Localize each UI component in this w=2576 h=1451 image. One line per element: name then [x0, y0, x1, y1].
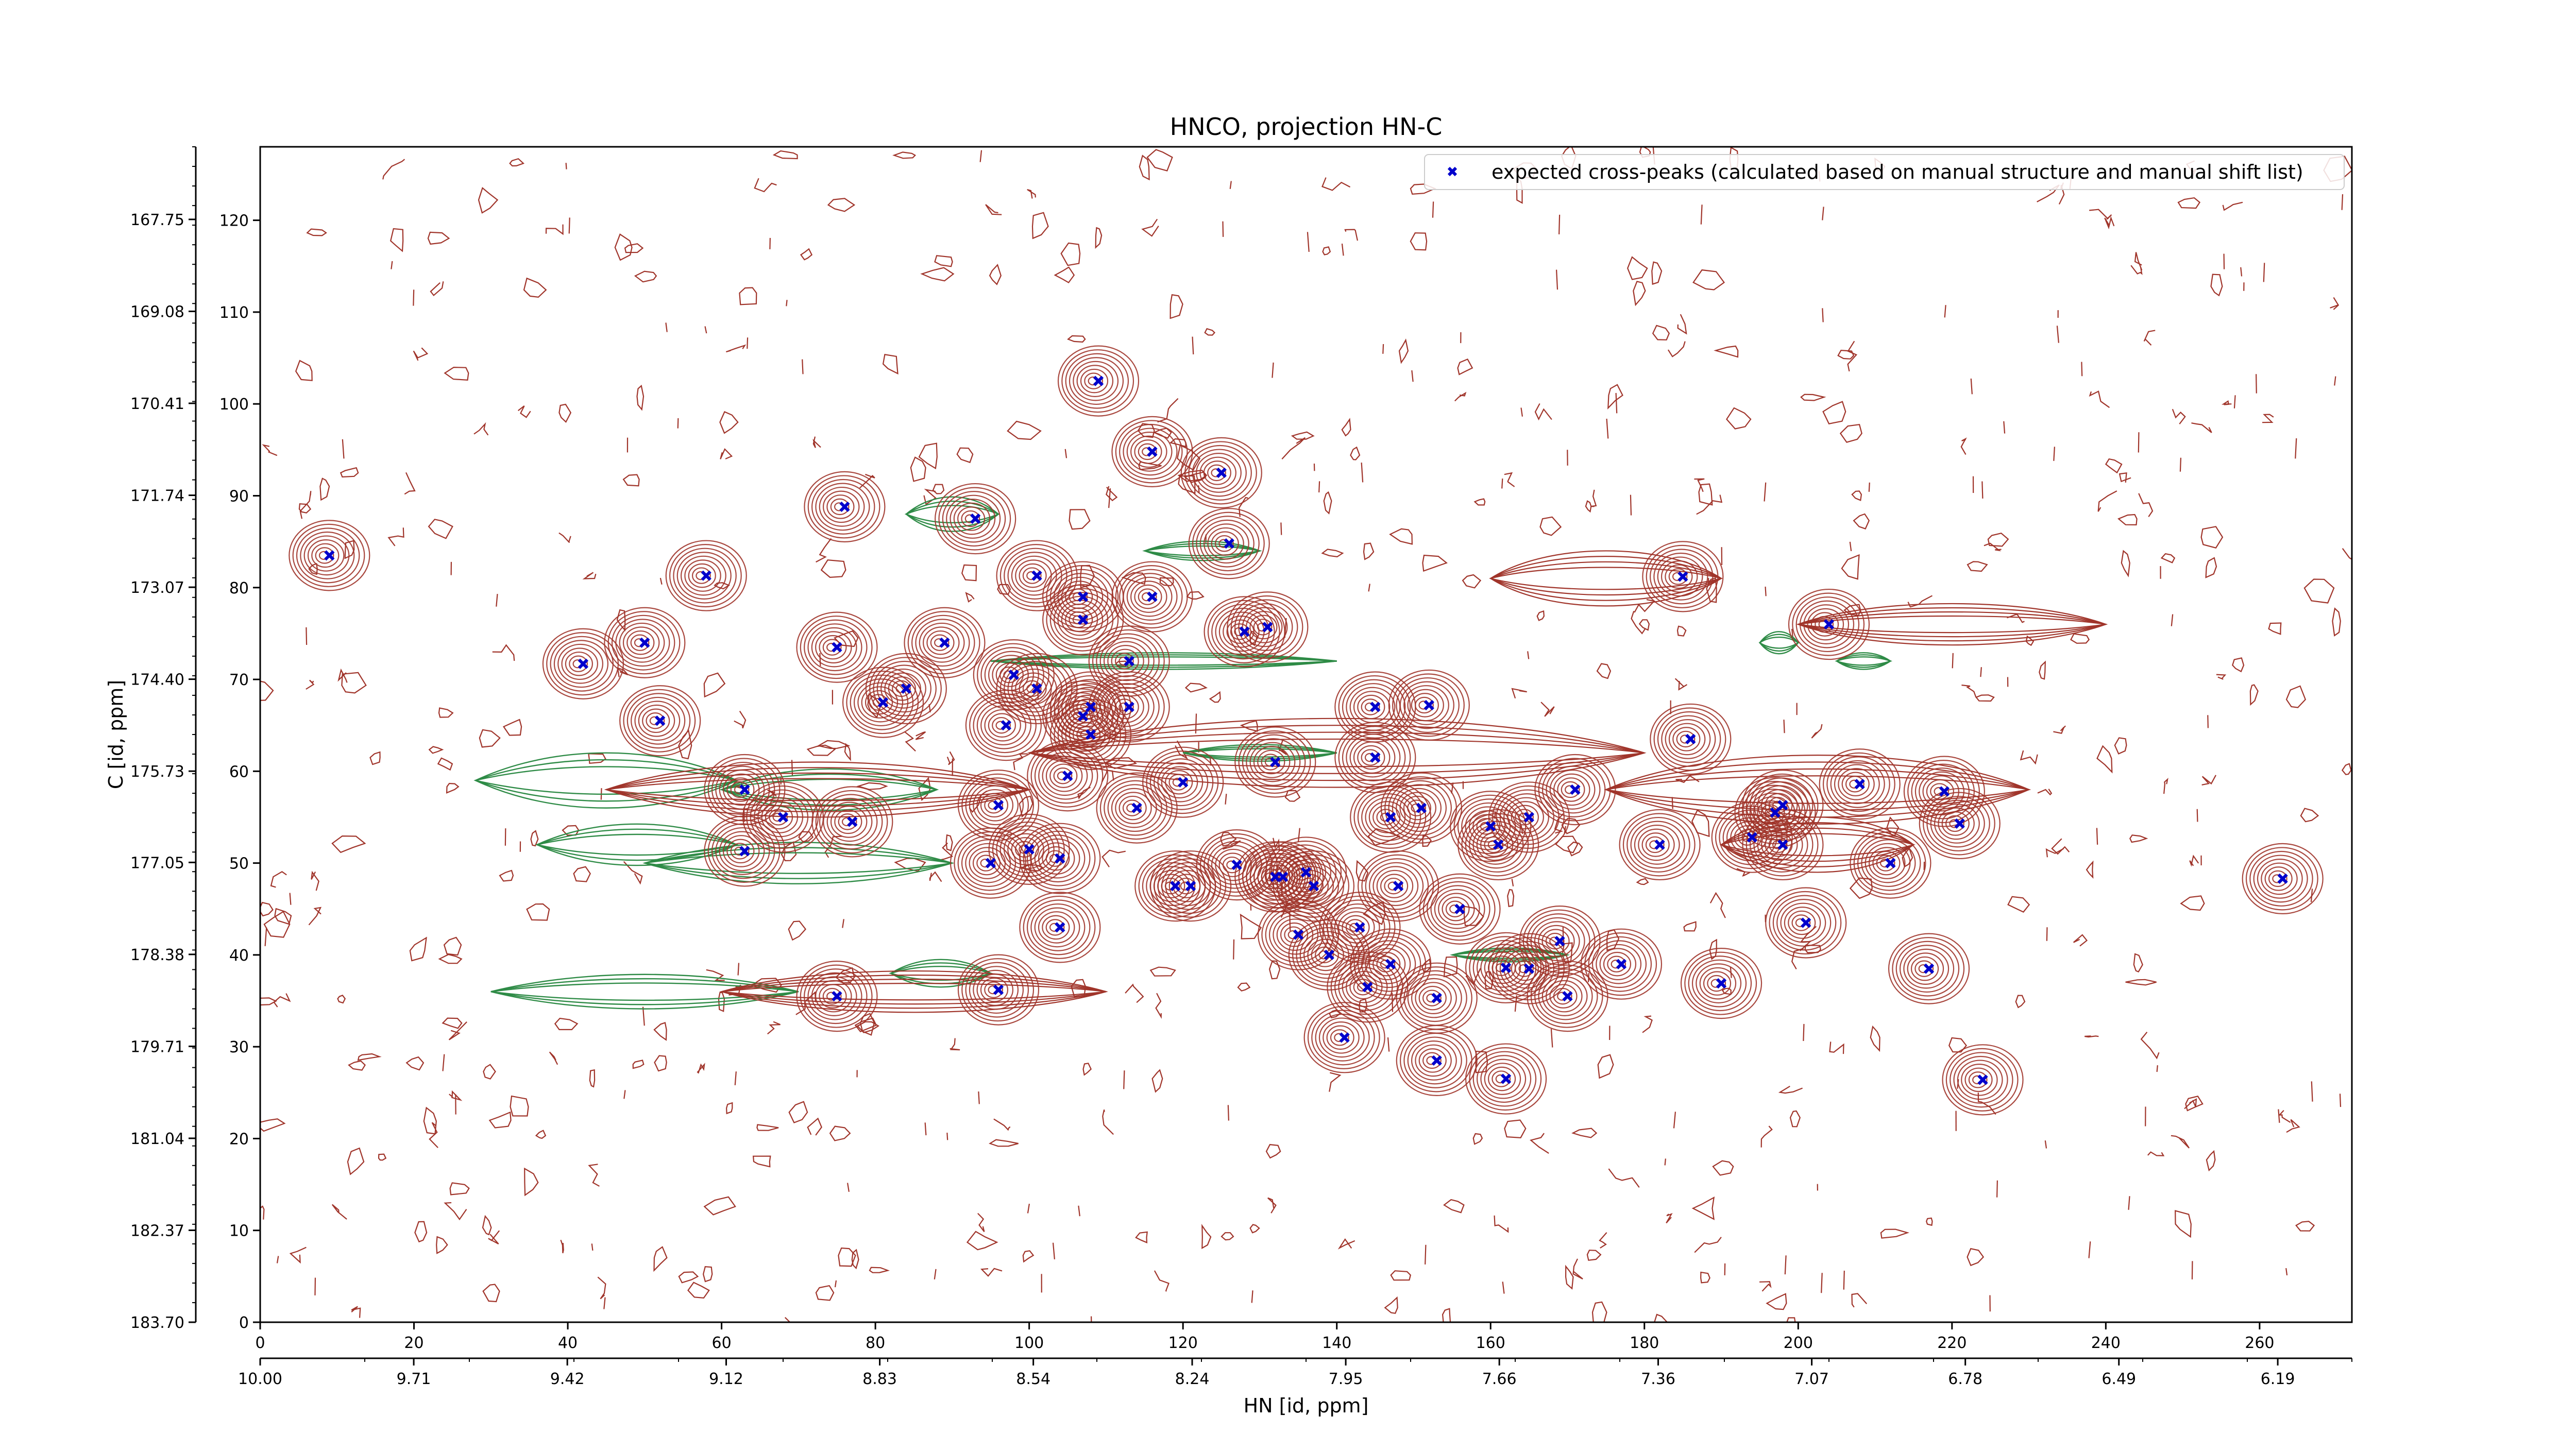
x-index-tick-label: 140: [1322, 1334, 1351, 1352]
y-ppm-tick-label: 169.08: [130, 303, 184, 321]
x-index-tick-label: 100: [1014, 1334, 1044, 1352]
y-index-tick-label: 10: [229, 1222, 249, 1240]
noise-contour: [2157, 1065, 2158, 1072]
y-ppm-tick-label: 170.41: [130, 395, 184, 413]
x-ppm-tick-label: 6.19: [2261, 1370, 2295, 1388]
noise-contour: [2180, 458, 2181, 472]
noise-contour: [2054, 447, 2055, 461]
x-index-tick-label: 20: [404, 1334, 423, 1352]
y-index-tick-label: 0: [239, 1314, 249, 1332]
noise-contour: [2081, 362, 2082, 377]
y-index-tick-label: 60: [229, 763, 249, 781]
x-index-tick-label: 220: [1937, 1334, 1967, 1352]
x-ppm-tick-label: 8.54: [1016, 1370, 1050, 1388]
noise-contour: [413, 289, 414, 305]
y-index-tick-label: 120: [219, 212, 249, 230]
y-ppm-tick-label: 175.73: [130, 763, 184, 781]
legend: expected cross-peaks (calculated based o…: [1425, 155, 2344, 190]
noise-contour: [569, 217, 570, 233]
noise-contour: [1821, 1273, 1822, 1293]
noise-contour: [1822, 308, 1823, 322]
x-ppm-tick-label: 6.78: [1948, 1370, 1982, 1388]
x-ppm-tick-label: 10.00: [238, 1370, 282, 1388]
x-index-tick-label: 0: [255, 1334, 265, 1352]
noise-contour: [786, 300, 787, 306]
noise-contour: [1425, 1245, 1426, 1265]
noise-contour: [747, 337, 748, 349]
noise-contour: [1665, 1158, 1666, 1165]
y-index-tick-label: 30: [229, 1038, 249, 1056]
x-index-tick-label: 180: [1630, 1334, 1659, 1352]
noise-contour: [802, 360, 803, 374]
y-ppm-tick-label: 178.38: [130, 946, 184, 964]
x-index-tick-label: 200: [1784, 1334, 1813, 1352]
noise-contour: [1228, 1105, 1229, 1120]
y-ppm-tick-label: 174.40: [130, 671, 184, 689]
x-axis-title: HN [id, ppm]: [1244, 1394, 1369, 1417]
noise-contour: [2340, 1094, 2341, 1107]
noise-contour: [1784, 720, 1785, 733]
noise-contour: [1980, 667, 1981, 677]
noise-contour: [1616, 393, 1617, 413]
noise-contour: [2197, 809, 2198, 822]
x-index-tick-label: 160: [1476, 1334, 1505, 1352]
y-ppm-tick-label: 177.05: [130, 854, 184, 872]
noise-contour: [738, 963, 739, 975]
noise-contour: [1803, 1024, 1804, 1041]
x-ppm-tick-label: 7.66: [1482, 1370, 1517, 1388]
noise-contour: [566, 163, 567, 169]
y-ppm-tick-label: 182.37: [130, 1222, 184, 1240]
y-index-tick-label: 20: [229, 1130, 249, 1148]
x-ppm-tick-label: 7.95: [1329, 1370, 1363, 1388]
noise-contour: [2342, 194, 2343, 210]
x-ppm-tick-label: 9.42: [550, 1370, 585, 1388]
y-ppm-tick-label: 183.70: [130, 1314, 184, 1332]
y-ppm-tick-label: 173.07: [130, 579, 184, 597]
y-index-tick-label: 40: [229, 947, 249, 965]
y-index-tick-label: 70: [229, 671, 249, 689]
x-ppm-tick-label: 9.71: [397, 1370, 431, 1388]
y-index-tick-label: 80: [229, 579, 249, 598]
noise-contour: [1672, 797, 1673, 809]
noise-contour: [978, 1091, 979, 1104]
y-ppm-tick-label: 181.04: [130, 1130, 184, 1148]
noise-contour: [678, 418, 679, 429]
y-ppm-tick-label: 171.74: [130, 487, 184, 505]
x-index-tick-label: 120: [1168, 1334, 1198, 1352]
noise-contour: [1233, 940, 1234, 960]
y-index-tick-label: 50: [229, 855, 249, 873]
y-index-tick-label: 100: [219, 396, 249, 414]
x-ppm-tick-label: 7.36: [1641, 1370, 1675, 1388]
x-index-tick-label: 40: [558, 1334, 578, 1352]
x-index-tick-label: 240: [2091, 1334, 2121, 1352]
x-index-tick-label: 80: [866, 1334, 885, 1352]
y-index-tick-label: 110: [219, 304, 249, 322]
x-ppm-tick-label: 8.83: [862, 1370, 897, 1388]
noise-contour: [2256, 374, 2257, 393]
x-ppm-tick-label: 7.07: [1794, 1370, 1829, 1388]
y-ppm-tick-label: 167.75: [130, 211, 184, 229]
noise-contour: [1869, 483, 1870, 492]
y-index-tick-label: 90: [229, 487, 249, 505]
plot-area: [260, 147, 2352, 1322]
x-ppm-tick-label: 8.24: [1175, 1370, 1210, 1388]
x-ppm-tick-label: 9.12: [709, 1370, 743, 1388]
legend-label: expected cross-peaks (calculated based o…: [1492, 161, 2303, 183]
noise-contour: [1559, 215, 1560, 234]
y-axis-title: C [id, ppm]: [105, 680, 127, 789]
chart-title: HNCO, projection HN-C: [1170, 113, 1443, 141]
y-ppm-tick-label: 179.71: [130, 1038, 184, 1056]
x-index-tick-label: 260: [2245, 1334, 2274, 1352]
x-ppm-tick-label: 6.49: [2102, 1370, 2136, 1388]
noise-contour: [306, 627, 307, 645]
x-index-tick-label: 60: [711, 1334, 731, 1352]
